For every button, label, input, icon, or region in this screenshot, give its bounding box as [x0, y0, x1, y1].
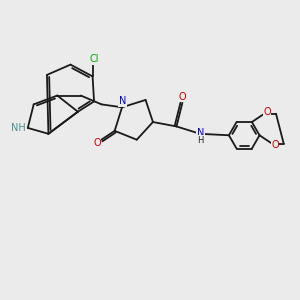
Text: O: O — [263, 107, 271, 117]
Text: O: O — [178, 92, 186, 102]
Text: O: O — [93, 138, 101, 148]
Text: O: O — [271, 140, 279, 150]
Text: NH: NH — [11, 123, 26, 133]
Text: H: H — [197, 136, 204, 145]
Text: N: N — [119, 96, 126, 106]
Text: N: N — [197, 128, 204, 138]
Text: Cl: Cl — [89, 54, 99, 64]
